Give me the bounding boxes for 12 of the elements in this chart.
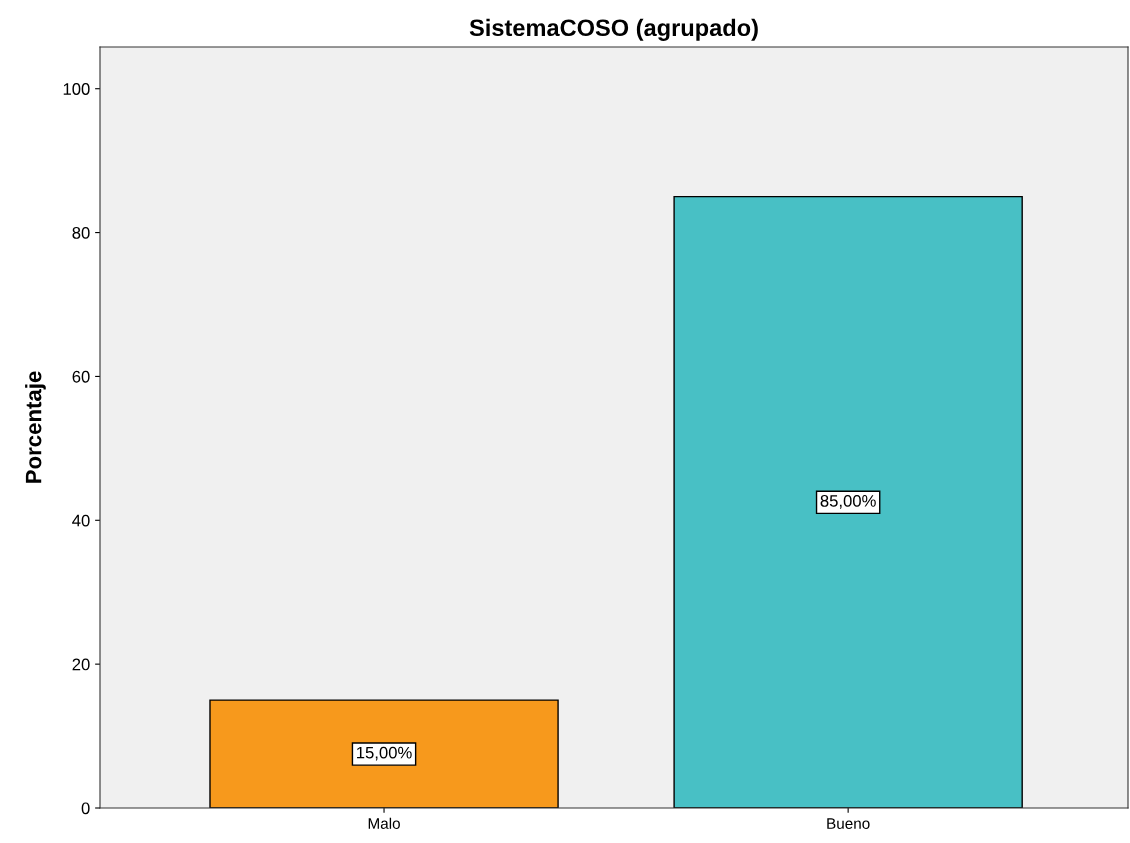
y-tick-label: 20 <box>72 658 90 671</box>
data-label: 15,00% <box>357 746 412 761</box>
data-label: 85,00% <box>820 494 876 509</box>
y-tick-label: 100 <box>63 83 90 95</box>
y-tick-label: 60 <box>72 370 90 383</box>
chart-title: SistemaCOSO (agrupado) <box>469 18 758 41</box>
y-tick-label: 80 <box>72 226 90 239</box>
x-tick-label: Bueno <box>827 818 870 829</box>
y-tick-label: 40 <box>72 514 90 527</box>
x-tick-label: Malo <box>368 817 400 829</box>
y-tick-label: 0 <box>81 802 90 815</box>
y-axis-title: Porcentaje <box>25 371 46 483</box>
